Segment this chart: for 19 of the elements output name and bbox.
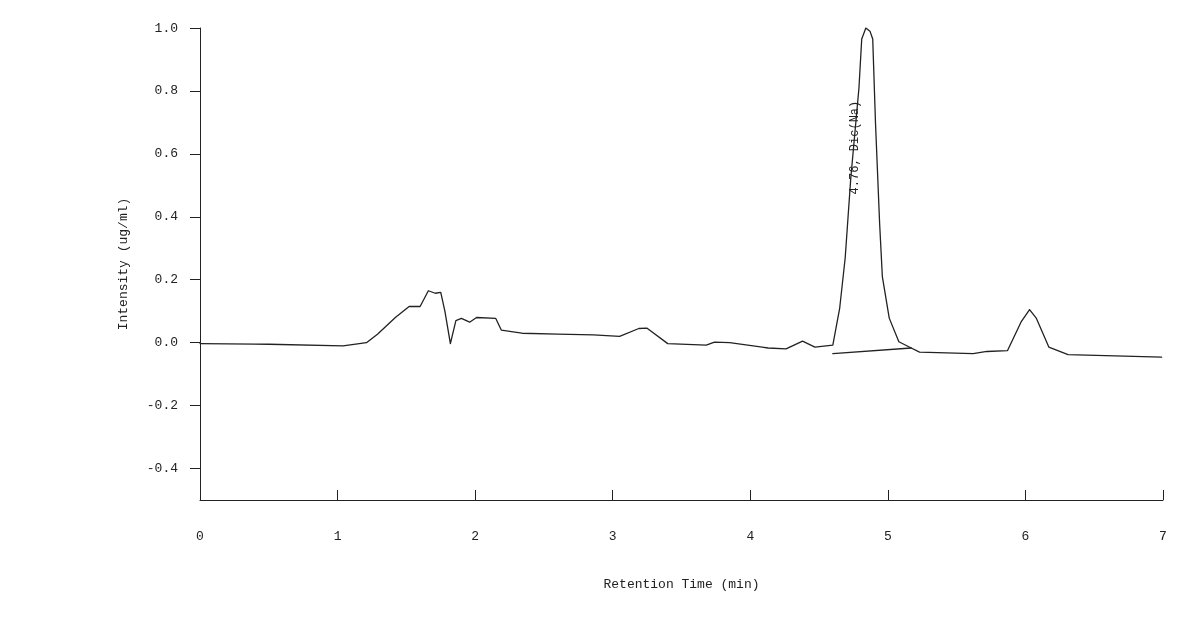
y-tick-label: 0.0 bbox=[154, 335, 178, 351]
y-tick-label: 0.6 bbox=[154, 146, 178, 162]
x-tick-label: 2 bbox=[471, 529, 480, 544]
x-tick-label: 3 bbox=[608, 529, 617, 544]
y-tick-label: 0.8 bbox=[154, 83, 178, 99]
x-tick-label: 5 bbox=[883, 529, 892, 544]
y-tick-label: 0.4 bbox=[154, 209, 179, 225]
y-tick-label: 0.2 bbox=[154, 272, 178, 288]
x-tick-label: 4 bbox=[746, 529, 755, 544]
x-tick-label: 7 bbox=[1159, 529, 1167, 544]
y-tick-label: -0.2 bbox=[146, 398, 178, 414]
x-tick-label: 0 bbox=[196, 529, 204, 544]
annotation: 4.76, Dic(Na) bbox=[847, 100, 862, 195]
y-tick-label: 1.0 bbox=[154, 20, 178, 36]
y-tick-label: -0.4 bbox=[146, 461, 179, 477]
x-tick-label: 6 bbox=[1021, 529, 1030, 544]
x-tick-label: 1 bbox=[333, 529, 342, 544]
y-axis-title: Intensity (ug/ml) bbox=[116, 197, 131, 331]
x-axis-title: Retention Time (min) bbox=[603, 577, 760, 592]
